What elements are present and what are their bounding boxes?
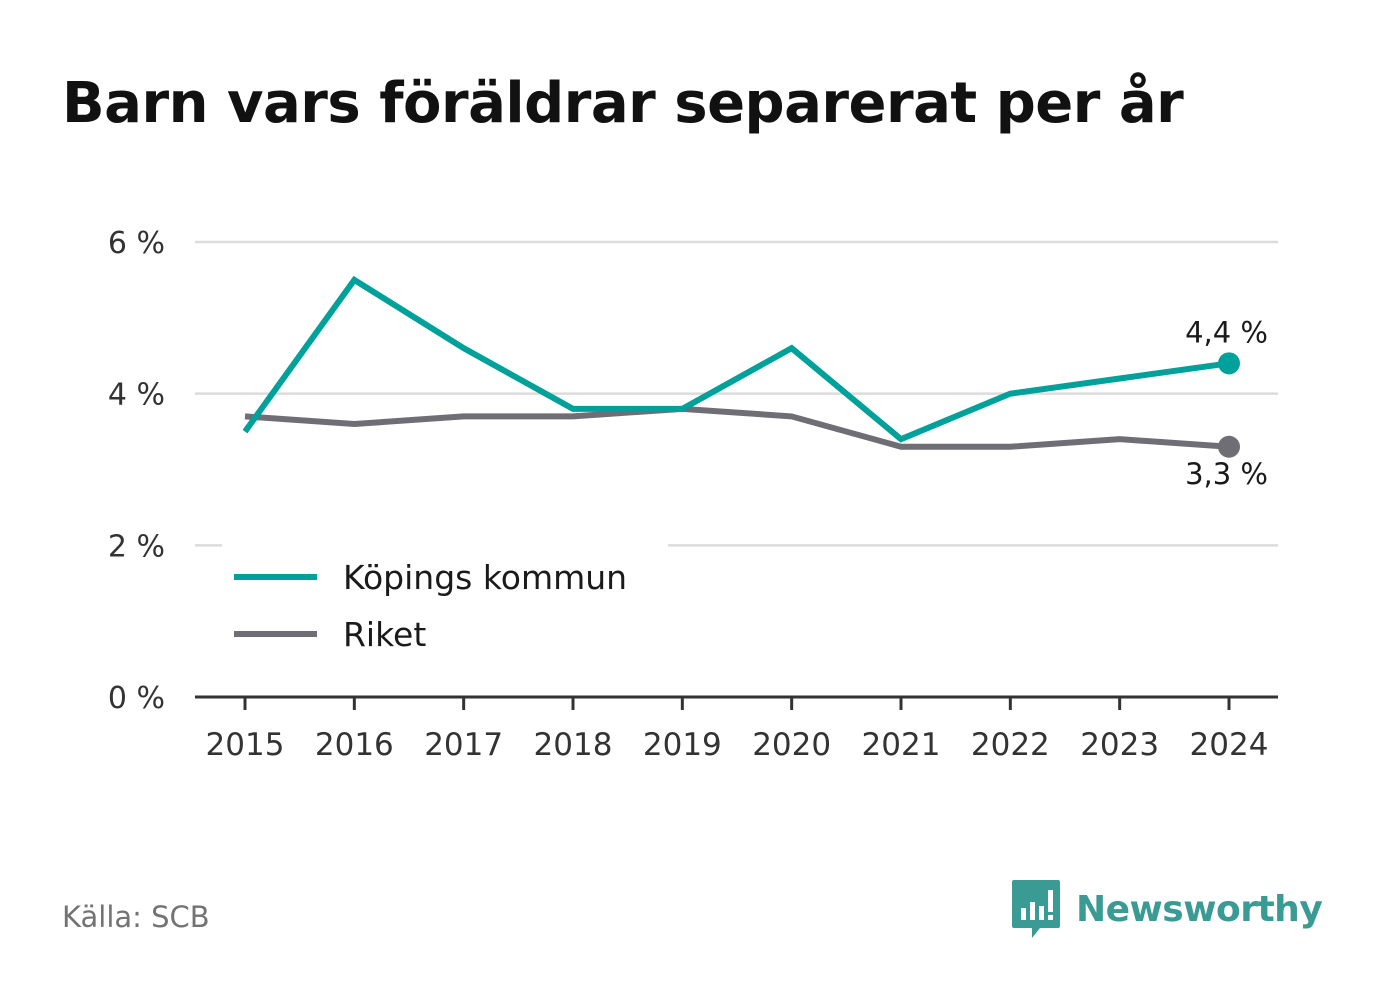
series-lines [242, 275, 1240, 458]
x-tick-label: 2019 [643, 727, 722, 763]
series-line [242, 275, 1230, 443]
y-axis-tick-labels: 0 % 2 % 4 % 6 % [108, 226, 165, 716]
brand-logo: Newsworthy [1010, 877, 1323, 941]
brand-name: Newsworthy [1076, 888, 1323, 930]
y-tick-label: 6 % [108, 226, 165, 261]
legend-background [222, 544, 668, 662]
series-line [244, 405, 1230, 450]
series-end-marker [1218, 352, 1240, 375]
newsworthy-logo-icon [1012, 880, 1060, 938]
legend-label: Köpings kommun [343, 558, 627, 597]
source-note: Källa: SCB [62, 900, 210, 934]
y-tick-label: 4 % [108, 378, 165, 413]
legend: Köpings kommun Riket [222, 544, 668, 662]
legend-label: Riket [343, 615, 426, 654]
end-value-label: 3,3 % [1185, 457, 1268, 491]
x-tick-label: 2024 [1190, 727, 1269, 763]
x-tick-label: 2020 [752, 727, 831, 763]
end-value-labels: 4,4 % 3,3 % [1185, 315, 1268, 490]
x-tick-label: 2015 [206, 727, 285, 763]
x-tick-label: 2021 [862, 727, 941, 763]
x-tick-label: 2016 [315, 727, 394, 763]
x-tick-label: 2022 [971, 727, 1050, 763]
x-axis: 2015 2016 2017 2018 2019 2020 2021 2022 2023 2024 [195, 695, 1278, 763]
y-tick-label: 0 % [108, 681, 165, 716]
line-chart: 0 % 2 % 4 % 6 % 2015 2016 2017 2018 2019 2020 202… [108, 226, 1278, 763]
x-tick-label: 2023 [1080, 727, 1159, 763]
gridlines [195, 240, 1278, 547]
x-tick-label: 2017 [424, 727, 503, 763]
end-value-label: 4,4 % [1185, 315, 1268, 349]
y-tick-label: 2 % [108, 529, 165, 564]
series-end-marker [1218, 435, 1240, 458]
x-tick-label: 2018 [534, 727, 613, 763]
chart-title: Barn vars föräldrar separerat per år [62, 71, 1184, 136]
